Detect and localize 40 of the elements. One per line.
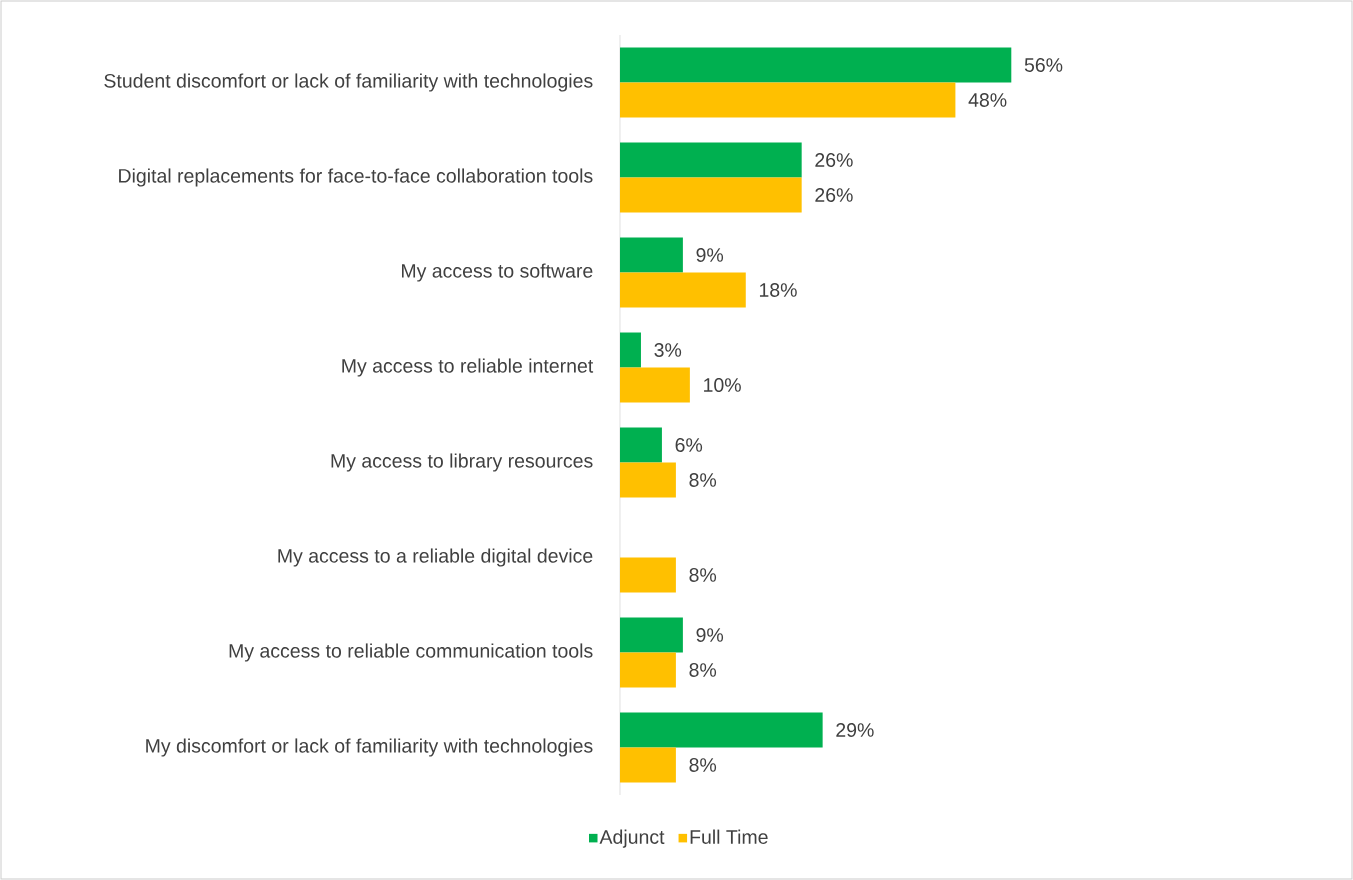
bar [620, 712, 823, 748]
bar [620, 47, 1012, 83]
data-label: 8% [689, 663, 717, 677]
y-tick-label: My access to software [402, 263, 593, 282]
bar [620, 462, 676, 498]
y-tick-label: My access to reliable internet [342, 358, 594, 377]
bar [620, 367, 690, 403]
data-label: 29% [836, 723, 874, 737]
data-label: 9% [696, 248, 724, 262]
bar [620, 82, 956, 118]
bar [620, 427, 662, 463]
y-tick-label: My access to a reliable digital device [278, 548, 593, 567]
y-tick-label: Digital replacements for face-to-face collaboration tools [119, 168, 593, 187]
data-label: 6% [675, 438, 703, 452]
bar [620, 142, 802, 178]
bar [620, 237, 683, 273]
data-label: 56% [1024, 58, 1063, 72]
legend-label: Adjunct [599, 829, 665, 848]
bar [620, 332, 641, 368]
data-label: 26% [815, 153, 853, 167]
y-tick-label: Student discomfort or lack of familiarity with technologies [104, 73, 593, 92]
data-label: 8% [689, 758, 717, 772]
data-label: 10% [704, 378, 741, 392]
data-label: 48% [968, 93, 1007, 107]
y-tick-label: My access to reliable communication tools [229, 643, 593, 662]
bar [620, 747, 676, 783]
bar [620, 652, 676, 688]
legend-label: Full Time [690, 829, 768, 844]
data-label: 9% [696, 628, 724, 642]
y-tick-label: My discomfort or lack of familiarity with technologies [146, 738, 593, 757]
data-label: 26% [815, 188, 853, 202]
data-label: 3% [654, 343, 682, 357]
bar [620, 617, 683, 653]
data-label: 8% [689, 473, 717, 487]
bar [620, 272, 746, 308]
bar [620, 557, 676, 593]
data-label: 18% [759, 283, 797, 297]
y-tick-label: My access to library resources [331, 453, 593, 472]
data-label: 8% [689, 568, 717, 582]
bar [620, 177, 802, 213]
